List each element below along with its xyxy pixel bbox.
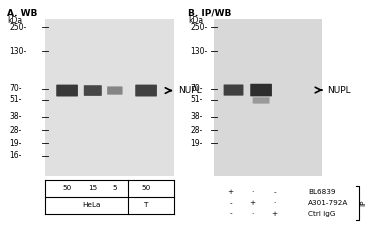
Text: 51-: 51- [190,95,203,104]
Text: A. WB: A. WB [7,9,38,18]
FancyBboxPatch shape [84,85,102,96]
Text: kDa: kDa [7,16,22,25]
Text: 50: 50 [62,185,72,191]
Text: 250-: 250- [9,23,26,31]
Text: 19-: 19- [190,139,203,148]
Text: -: - [229,211,232,217]
Text: Ctrl IgG: Ctrl IgG [308,211,335,217]
Text: kDa: kDa [188,16,203,25]
Text: 38-: 38- [9,112,21,121]
Text: 19-: 19- [9,139,21,148]
Text: 70-: 70- [9,84,22,93]
Text: 50: 50 [141,185,151,191]
Text: NUPL: NUPL [327,86,351,94]
Text: 130-: 130- [9,47,26,56]
Text: IP: IP [360,200,366,206]
FancyBboxPatch shape [56,85,78,96]
FancyBboxPatch shape [107,86,123,95]
Text: NUPL: NUPL [178,86,201,95]
Text: 5: 5 [113,185,117,191]
Text: -: - [229,200,232,206]
Bar [214,19,322,176]
Text: ·: · [251,211,254,217]
Text: +: + [272,211,278,217]
FancyBboxPatch shape [253,97,270,104]
Text: -: - [273,189,276,195]
Text: 250-: 250- [190,23,207,31]
Bar [45,19,174,176]
Text: 130-: 130- [190,47,207,56]
Text: 28-: 28- [9,125,21,135]
Text: T: T [144,202,148,208]
Text: 15: 15 [88,185,97,191]
Text: 28-: 28- [190,125,203,135]
Text: 16-: 16- [9,151,21,160]
Text: HeLa: HeLa [82,202,100,208]
Text: 51-: 51- [9,95,21,104]
Text: +: + [250,200,256,206]
Text: +: + [228,189,233,195]
Text: ·: · [273,200,276,206]
Text: BL6839: BL6839 [308,189,335,195]
Text: A301-792A: A301-792A [308,200,348,206]
FancyBboxPatch shape [250,84,272,96]
Text: B. IP/WB: B. IP/WB [188,9,232,18]
FancyBboxPatch shape [135,85,157,96]
FancyBboxPatch shape [223,85,244,96]
Text: 70-: 70- [190,84,203,93]
Text: ·: · [251,189,254,195]
Text: 38-: 38- [190,112,203,121]
